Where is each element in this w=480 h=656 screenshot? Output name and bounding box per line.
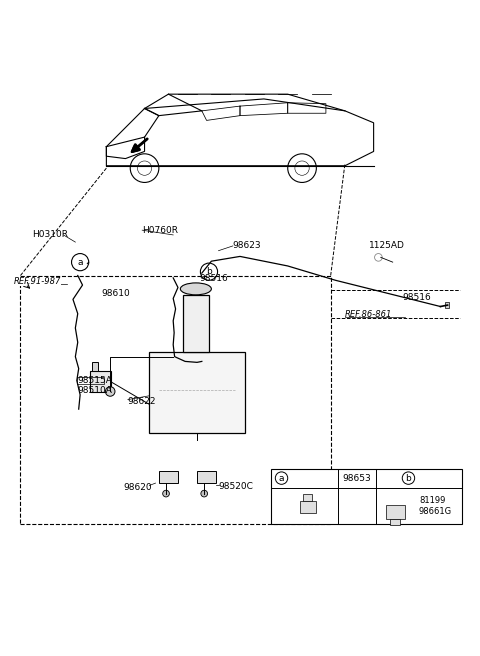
Text: 98516: 98516 [402,293,431,302]
Ellipse shape [180,283,211,295]
Text: H0310R: H0310R [33,230,69,239]
Bar [445,302,449,308]
Circle shape [201,490,207,497]
Text: a: a [77,258,83,266]
Text: 81199: 81199 [419,496,445,505]
Circle shape [163,490,169,497]
Text: 98520C: 98520C [218,482,253,491]
Text: b: b [406,474,411,483]
Text: 98622: 98622 [128,398,156,407]
Text: 98653: 98653 [343,474,372,483]
Bar [77,377,105,384]
Bar [303,494,312,501]
Bar [183,295,209,352]
Bar [271,469,462,523]
Text: 98620: 98620 [123,483,152,493]
Text: b: b [206,267,212,276]
Bar [385,504,405,519]
Text: 98516: 98516 [199,274,228,283]
Circle shape [106,386,115,396]
Bar [90,371,111,392]
Bar [390,519,400,525]
Text: 98610: 98610 [102,289,130,298]
Text: 1125AD: 1125AD [369,241,405,251]
Bar [159,471,178,483]
Text: 98661G: 98661G [419,507,452,516]
Text: REF.91-987: REF.91-987 [13,277,60,286]
Text: a: a [279,474,284,483]
Text: 98515A: 98515A [78,376,113,385]
Bar [197,471,216,483]
Text: REF.86-861: REF.86-861 [345,310,392,319]
Bar [92,362,98,371]
Text: H0760R: H0760R [142,226,178,235]
Bar [149,352,245,433]
Text: 98510A: 98510A [78,386,113,396]
Bar [300,501,316,513]
Text: 98623: 98623 [233,241,262,251]
